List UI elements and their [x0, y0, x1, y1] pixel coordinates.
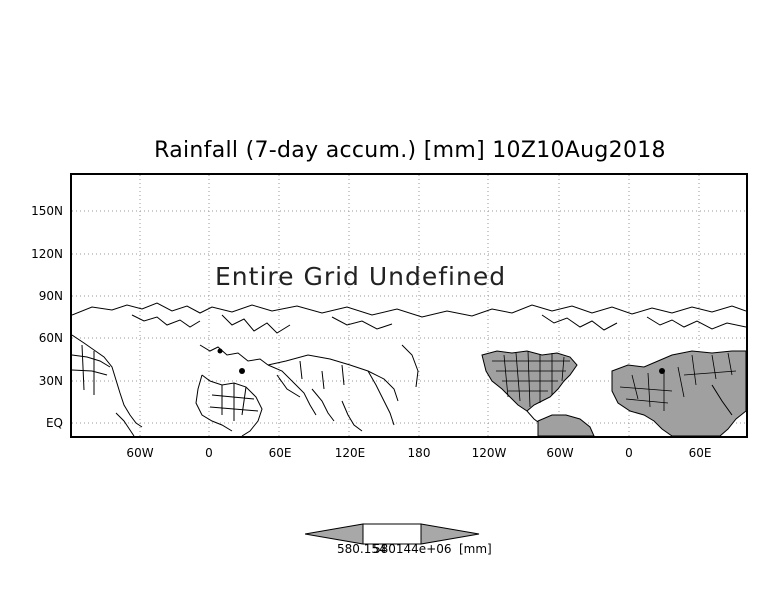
lat-label-90n: 90N [38, 289, 63, 303]
africa-eurasia-shaded [611, 350, 746, 436]
lat-label-150n: 150N [31, 204, 63, 218]
colorbar-left-label: 580.154 [337, 542, 387, 556]
lat-label-eq: EQ [45, 416, 63, 430]
lon-label-0: 0 [205, 446, 213, 460]
south-america-shaded [537, 414, 595, 436]
colorbar-right-label: 580144e+06 [373, 542, 452, 556]
colorbar [305, 523, 480, 545]
lat-label-120n: 120N [31, 247, 63, 261]
colorbar-left-arrow [305, 523, 364, 545]
lon-label-60w-2: 60W [546, 446, 574, 460]
lon-label-60e: 60E [268, 446, 292, 460]
colorbar-center-box [362, 523, 422, 545]
lon-label-120w: 120W [471, 446, 507, 460]
undefined-grid-message: Entire Grid Undefined [215, 262, 507, 291]
graticule [72, 175, 746, 436]
baltic-marker [217, 348, 223, 354]
lon-label-60e-2: 60E [688, 446, 712, 460]
lon-label-60w: 60W [126, 446, 154, 460]
lon-label-0-2: 0 [625, 446, 633, 460]
map-title: Rainfall (7-day accum.) [mm] 10Z10Aug201… [154, 138, 666, 163]
lat-label-30n: 30N [38, 374, 63, 388]
black-sea-marker-2 [659, 368, 665, 374]
colorbar-unit-label: [mm] [459, 542, 492, 556]
arctic-coastlines [72, 302, 746, 334]
eurasia-africa-outline [195, 344, 419, 436]
lon-label-120e: 120E [334, 446, 366, 460]
black-sea-marker [239, 368, 245, 374]
world-map [72, 175, 746, 436]
lon-label-180: 180 [407, 446, 431, 460]
colorbar-right-arrow [420, 523, 480, 545]
lat-label-60n: 60N [38, 331, 63, 345]
north-america-west-copy [72, 334, 143, 436]
map-plot-area [70, 173, 748, 438]
